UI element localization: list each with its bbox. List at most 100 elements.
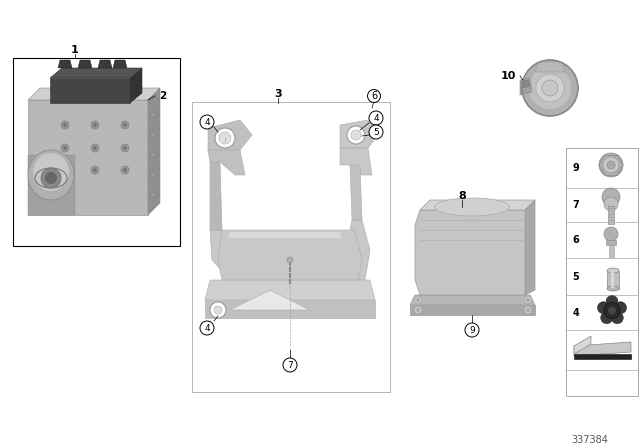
Circle shape [121, 144, 129, 152]
Bar [609, 245, 614, 257]
Circle shape [465, 323, 479, 337]
Circle shape [93, 146, 97, 150]
Text: 4: 4 [573, 307, 579, 318]
Polygon shape [522, 80, 530, 88]
Circle shape [614, 302, 627, 314]
Circle shape [41, 168, 61, 188]
Polygon shape [50, 68, 142, 78]
Ellipse shape [33, 153, 69, 191]
Polygon shape [230, 290, 310, 310]
Bar [611, 271, 614, 288]
Text: 4: 4 [373, 113, 379, 122]
Circle shape [283, 358, 297, 372]
Circle shape [210, 302, 226, 318]
Text: 7: 7 [573, 200, 579, 210]
Bar [608, 206, 614, 224]
Circle shape [522, 60, 578, 116]
Text: 9: 9 [469, 326, 475, 335]
Circle shape [599, 153, 623, 177]
Circle shape [598, 302, 609, 314]
Circle shape [603, 157, 619, 173]
Circle shape [347, 126, 365, 144]
Polygon shape [410, 295, 535, 305]
Text: 3: 3 [274, 89, 282, 99]
Polygon shape [210, 162, 222, 230]
Polygon shape [28, 155, 75, 215]
Polygon shape [535, 62, 565, 72]
Polygon shape [58, 60, 72, 68]
Polygon shape [340, 120, 378, 148]
Circle shape [604, 227, 618, 241]
Ellipse shape [435, 198, 509, 216]
Circle shape [414, 296, 422, 304]
Circle shape [63, 168, 67, 172]
Circle shape [150, 192, 156, 198]
Polygon shape [130, 68, 142, 103]
Circle shape [524, 296, 532, 304]
Circle shape [91, 121, 99, 129]
Circle shape [601, 312, 612, 324]
Circle shape [200, 321, 214, 335]
Circle shape [536, 74, 564, 102]
Circle shape [528, 66, 572, 110]
Circle shape [91, 166, 99, 174]
Bar [606, 240, 616, 245]
Polygon shape [410, 305, 535, 315]
Circle shape [150, 132, 156, 138]
Polygon shape [218, 230, 362, 280]
Circle shape [61, 166, 69, 174]
Circle shape [200, 115, 214, 129]
Text: l: l [224, 138, 226, 142]
Polygon shape [208, 150, 245, 175]
Polygon shape [345, 220, 370, 280]
Text: 7: 7 [287, 361, 293, 370]
Circle shape [524, 306, 532, 314]
Circle shape [526, 298, 530, 302]
Text: 4: 4 [204, 323, 210, 332]
Circle shape [542, 80, 558, 96]
Circle shape [150, 172, 156, 178]
Circle shape [414, 306, 422, 314]
Ellipse shape [607, 286, 619, 291]
Polygon shape [574, 336, 591, 354]
Text: 2: 2 [159, 91, 166, 101]
Polygon shape [420, 200, 535, 210]
Circle shape [219, 132, 231, 144]
Polygon shape [28, 100, 148, 215]
Circle shape [416, 298, 420, 302]
Circle shape [93, 168, 97, 172]
Circle shape [526, 308, 530, 312]
Polygon shape [208, 120, 252, 152]
Circle shape [214, 306, 222, 314]
Text: 337384: 337384 [572, 435, 609, 445]
Circle shape [351, 130, 361, 140]
Polygon shape [98, 60, 112, 68]
Circle shape [45, 172, 57, 184]
Circle shape [150, 112, 156, 118]
Text: 4: 4 [204, 117, 210, 126]
Text: 8: 8 [458, 191, 466, 201]
Circle shape [602, 188, 620, 206]
Text: 1: 1 [71, 45, 79, 55]
Circle shape [150, 152, 156, 158]
Circle shape [608, 306, 616, 314]
Polygon shape [78, 60, 92, 68]
Circle shape [416, 308, 420, 312]
Polygon shape [205, 280, 375, 300]
Circle shape [123, 146, 127, 150]
Circle shape [369, 125, 383, 139]
Circle shape [63, 146, 67, 150]
Circle shape [611, 312, 623, 324]
Circle shape [604, 197, 618, 211]
Polygon shape [228, 232, 342, 238]
Circle shape [121, 121, 129, 129]
Text: 10: 10 [500, 71, 516, 81]
Bar [13, 58, 180, 246]
Circle shape [61, 144, 69, 152]
Bar [192, 102, 390, 392]
Polygon shape [574, 342, 631, 356]
Circle shape [61, 121, 69, 129]
Circle shape [91, 144, 99, 152]
Circle shape [215, 128, 235, 148]
Polygon shape [28, 88, 160, 100]
